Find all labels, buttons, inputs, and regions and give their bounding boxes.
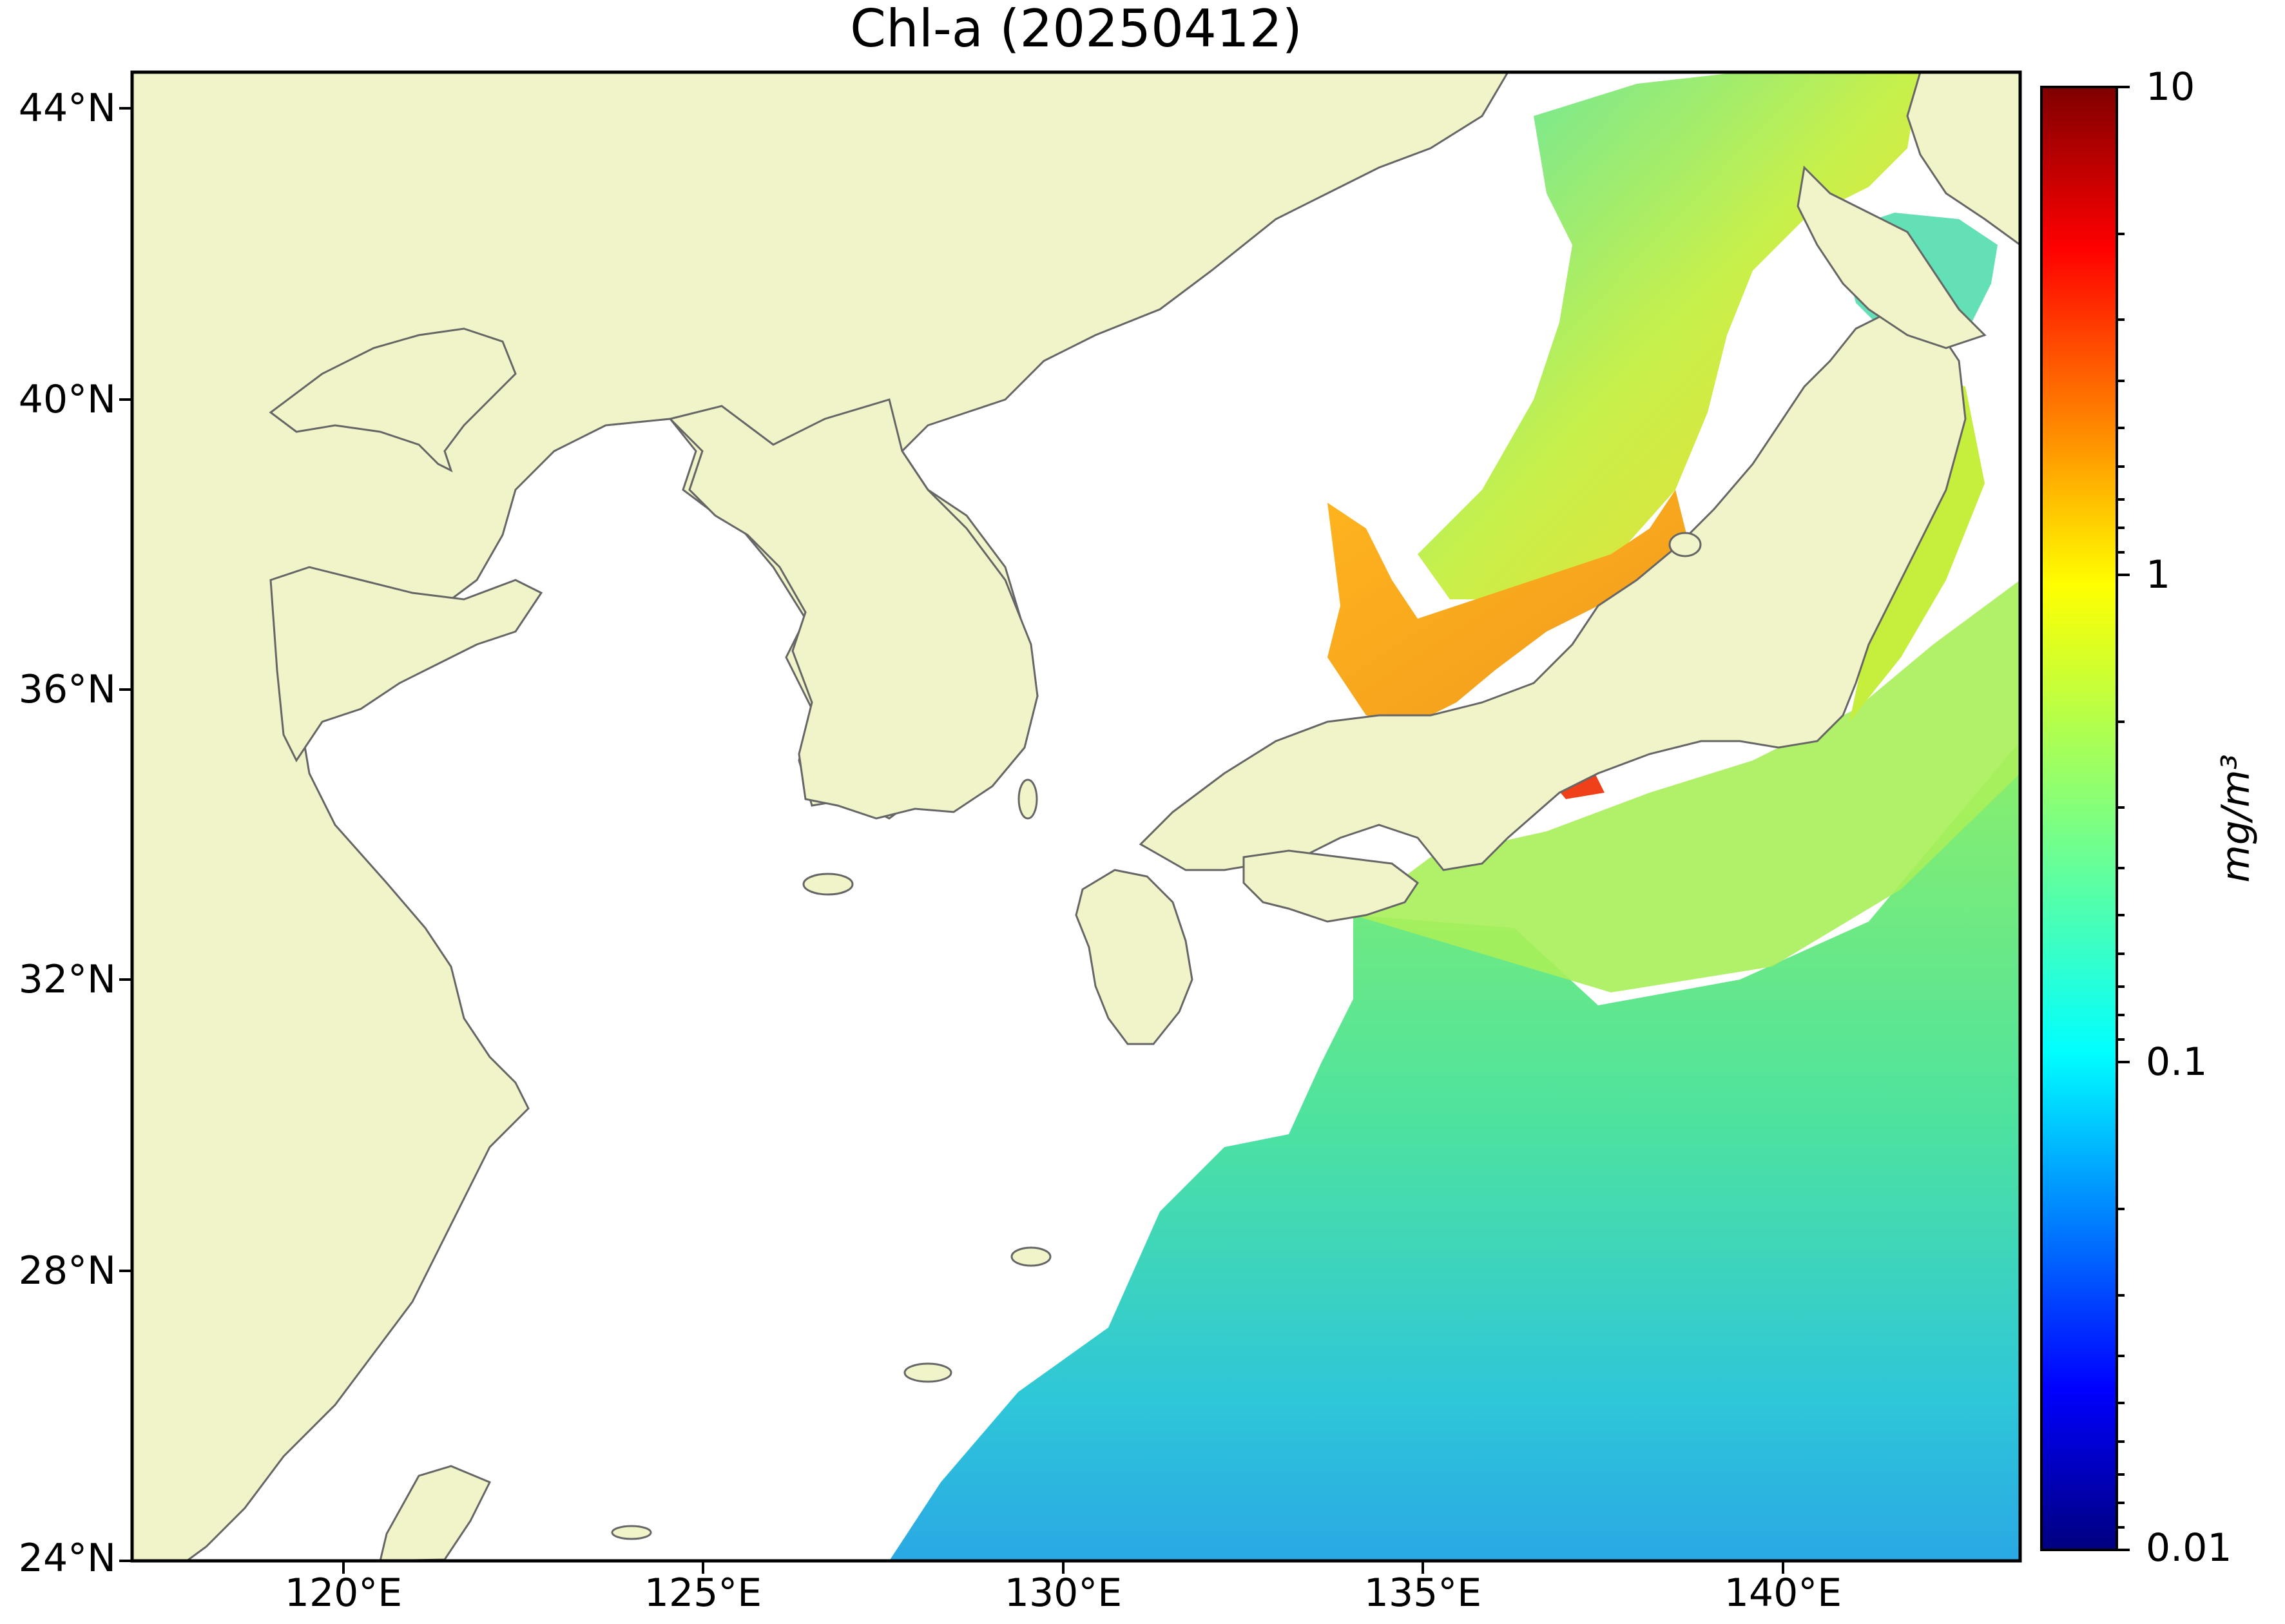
- lat-label-44: 44°N: [18, 86, 116, 131]
- lon-label-125: 125°E: [644, 1571, 762, 1616]
- lon-label-135: 135°E: [1364, 1571, 1482, 1616]
- lat-label-28: 28°N: [18, 1248, 116, 1293]
- chl-overlay-pacific-east: [1353, 580, 2020, 992]
- land-hokkaido: [1797, 165, 1987, 349]
- colorbar: [2040, 86, 2118, 1551]
- map-title: Chl-a (20250412): [850, 0, 1302, 59]
- chl-overlay-pacific-south: [889, 741, 2020, 1561]
- colorbar-label-1: 1: [2146, 552, 2171, 597]
- lon-axis-ticks: [342, 1561, 1784, 1574]
- land-sado: [1668, 532, 1702, 557]
- colorbar-ticks: [2117, 86, 2130, 1551]
- land-tsushima: [1017, 778, 1038, 820]
- land-bohai-north: [269, 327, 517, 472]
- land-okinawa-2: [903, 1362, 952, 1383]
- lat-label-40: 40°N: [18, 377, 116, 422]
- land-korea: [668, 398, 1039, 820]
- lat-label-36: 36°N: [18, 667, 116, 712]
- land-yaeyama: [611, 1525, 652, 1540]
- land-shikoku: [1242, 849, 1420, 923]
- lon-label-130: 130°E: [1004, 1571, 1123, 1616]
- colorbar-unit-label: mg/m³: [2213, 754, 2259, 883]
- land-kyushu: [1075, 869, 1193, 1045]
- land-honshu: [1139, 308, 1967, 871]
- chl-overlay-japan-sea-south: [1327, 490, 1688, 722]
- land-sakhalin: [1906, 72, 2020, 246]
- colorbar-label-10: 10: [2146, 64, 2195, 110]
- land-shandong: [269, 566, 543, 762]
- lon-label-120: 120°E: [284, 1571, 403, 1616]
- lon-label-140: 140°E: [1724, 1571, 1842, 1616]
- colorbar-label-0-1: 0.1: [2146, 1039, 2208, 1085]
- colorbar-label-0-01: 0.01: [2146, 1525, 2232, 1571]
- land-okinawa-1: [1010, 1246, 1052, 1267]
- map-frame: [130, 70, 2022, 1563]
- land-jeju: [802, 873, 854, 896]
- lat-axis-ticks: [119, 107, 132, 1562]
- lat-label-24: 24°N: [18, 1536, 116, 1581]
- land-taiwan: [379, 1465, 492, 1561]
- chl-overlay-japan-sea-north: [1418, 72, 1920, 599]
- lat-label-32: 32°N: [18, 957, 116, 1002]
